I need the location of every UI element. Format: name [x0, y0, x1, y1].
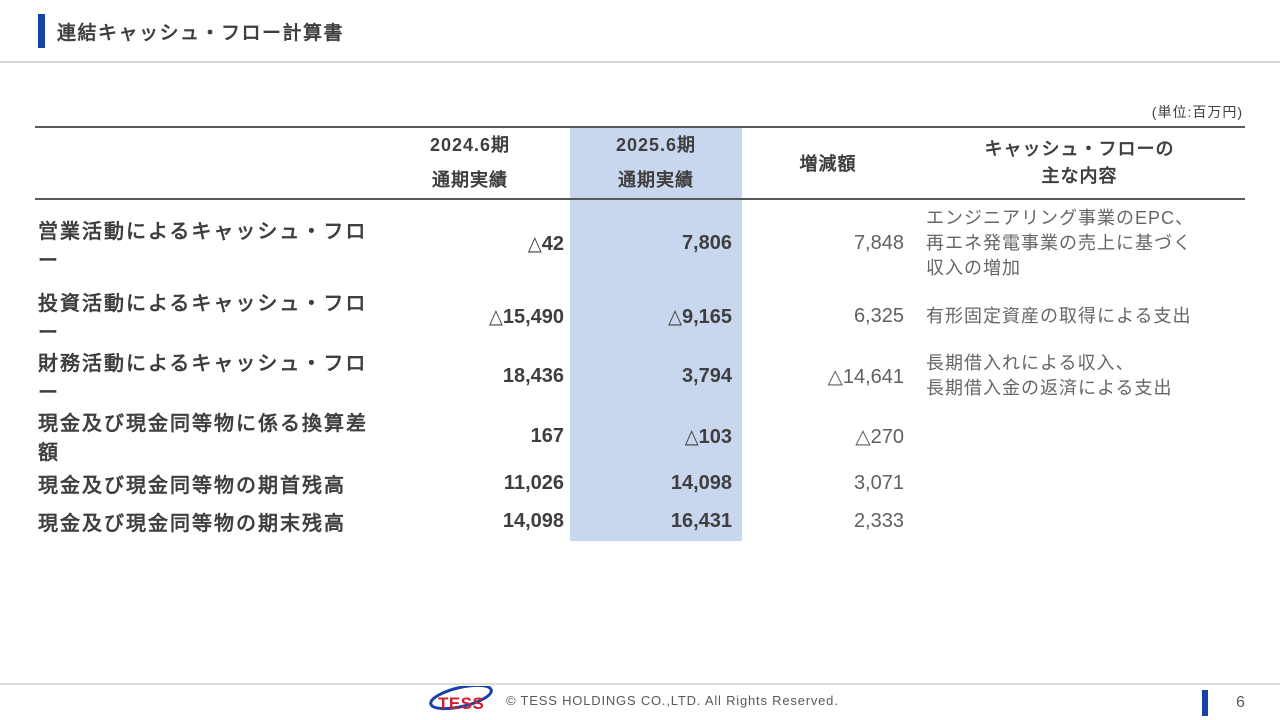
value-fy2024: 18,436 [502, 364, 564, 387]
row-label: 現金及び現金同等物の期首残高 [38, 474, 346, 497]
cash-flow-table: 2024.6期 通期実績 2025.6期 通期実績 増減額 キャッシュ・フローの… [35, 126, 1245, 541]
row-note [914, 465, 1245, 501]
value-fy2025: 3,794 [570, 345, 742, 407]
row-label: 現金及び現金同等物の期末残高 [38, 512, 346, 535]
tess-logo-text: TESS [438, 694, 484, 713]
table-row-financing-cf: 財務活動によるキャッシュ・フロー 18,436 3,794 △14,641 長期… [35, 345, 1245, 407]
value-fy2024: 14,098 [502, 509, 564, 532]
row-note: 長期借入れによる収入、 長期借入金の返済による支出 [926, 353, 1173, 398]
value-fy2024: △15,490 [488, 305, 564, 328]
header-fy2024: 2024.6期 通期実績 [370, 127, 570, 200]
table-row-cash-end: 現金及び現金同等物の期末残高 14,098 16,431 2,333 [35, 501, 1245, 541]
value-change: 3,071 [853, 471, 904, 494]
value-fy2024: 167 [530, 424, 564, 447]
header-change: 増減額 [742, 127, 914, 200]
title-block: 連結キャッシュ・フロー計算書 [38, 14, 344, 48]
page-accent-bar [1202, 690, 1208, 716]
table-row-cash-beginning: 現金及び現金同等物の期首残高 11,026 14,098 3,071 [35, 465, 1245, 501]
page-number: 6 [1236, 694, 1245, 711]
value-fy2025: 16,431 [570, 501, 742, 541]
title-accent-bar [38, 14, 45, 48]
value-change: 6,325 [853, 304, 904, 327]
value-change: 2,333 [853, 509, 904, 532]
table-row-operating-cf: 営業活動によるキャッシュ・フロー △42 7,806 7,848 エンジニアリン… [35, 199, 1245, 287]
row-note: 有形固定資産の取得による支出 [926, 305, 1192, 326]
value-fy2025: 14,098 [570, 465, 742, 501]
header-item [35, 127, 370, 200]
footer-divider [0, 683, 1280, 685]
tess-logo-icon: TESS [429, 686, 493, 713]
row-label: 現金及び現金同等物に係る換算差額 [38, 413, 368, 464]
value-change: 7,848 [853, 232, 904, 254]
page-title: 連結キャッシュ・フロー計算書 [57, 22, 345, 44]
copyright-text: © TESS HOLDINGS CO.,LTD. All Rights Rese… [506, 693, 839, 708]
table-row-translation-adjustment: 現金及び現金同等物に係る換算差額 167 △103 △270 [35, 407, 1245, 465]
row-label: 財務活動によるキャッシュ・フロー [38, 353, 368, 404]
row-note: エンジニアリング事業のEPC、 再エネ発電事業の売上に基づく 収入の増加 [926, 208, 1195, 278]
header-fy2025: 2025.6期 通期実績 [570, 127, 742, 200]
header-note: キャッシュ・フローの 主な内容 [914, 127, 1245, 200]
row-note [914, 501, 1245, 541]
row-label: 営業活動によるキャッシュ・フロー [38, 220, 368, 272]
value-fy2024: 11,026 [503, 471, 564, 494]
value-change: △270 [855, 425, 904, 448]
table-header-row: 2024.6期 通期実績 2025.6期 通期実績 増減額 キャッシュ・フローの… [35, 127, 1245, 200]
value-fy2025: 7,806 [570, 199, 742, 287]
row-label: 投資活動によるキャッシュ・フロー [38, 293, 368, 344]
table-row-investing-cf: 投資活動によるキャッシュ・フロー △15,490 △9,165 6,325 有形… [35, 287, 1245, 345]
value-change: △14,641 [827, 365, 904, 388]
value-fy2025: △103 [570, 407, 742, 465]
value-fy2025: △9,165 [570, 287, 742, 345]
unit-label: (単位:百万円) [1151, 104, 1243, 120]
value-fy2024: △42 [527, 233, 564, 255]
title-divider [0, 61, 1280, 63]
row-note [914, 407, 1245, 465]
